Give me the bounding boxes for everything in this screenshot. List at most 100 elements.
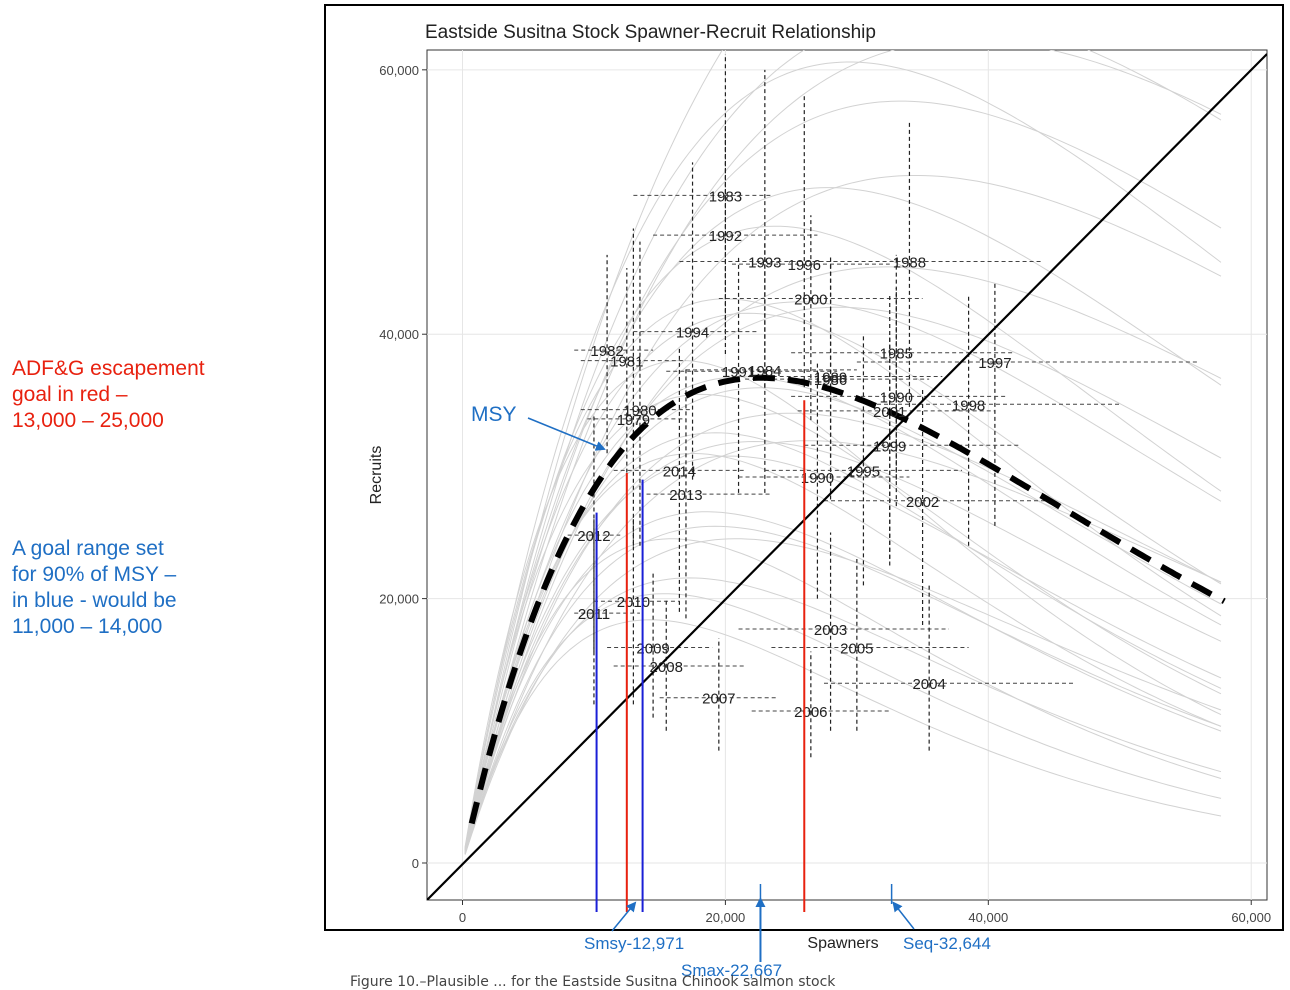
plausible-curve [464,50,1222,851]
plausible-curve [464,577,1222,855]
y-tick-label: 0 [412,856,419,871]
note-line: for 90% of MSY – [12,563,177,586]
year-label: 1979 [617,412,650,429]
note-line: 11,000 – 14,000 [12,615,163,638]
reference-annotations: MSY Smsy-12,971 Smax-22,667 Seq-32,644 [471,403,991,980]
y-tick-label: 60,000 [379,63,419,78]
plausible-curve [464,593,1222,854]
plausible-curve [464,453,1222,851]
y-tick-label: 40,000 [379,327,419,342]
plausible-curve [464,298,1222,848]
year-label: 1985 [880,346,913,363]
x-tick-label: 0 [459,910,466,925]
year-label: 2000 [794,292,827,309]
plausible-curve [464,50,723,850]
year-label: 2007 [702,691,735,708]
year-label: 2014 [663,463,696,480]
year-label: 2009 [636,641,669,658]
plausible-curve [464,312,1222,850]
msy-range-note: A goal range set for 90% of MSY – in blu… [12,536,252,640]
plausible-curves [464,50,1222,855]
x-tick-label: 20,000 [706,910,746,925]
plausible-curve [464,175,1222,853]
msy-label: MSY [471,403,517,426]
x-tick-label: 60,000 [1231,910,1271,925]
chart-title: Eastside Susitna Stock Spawner-Recruit R… [425,22,876,43]
year-label: 1982 [590,343,623,360]
year-label: 1995 [847,463,880,480]
year-label: 1999 [873,438,906,455]
seq-label: Seq-32,644 [903,934,991,953]
x-axis-label: Spawners [807,935,878,952]
year-label: 2013 [669,487,702,504]
year-labels: 1983 1992 1993 1996 1988 2000 1994 1985 1997 1982… [577,188,1011,721]
year-label: 1990 [801,470,834,487]
plausible-curve [464,376,1222,851]
year-label: 2012 [577,528,610,545]
seq-arrow [892,901,915,930]
msy-arrow [527,417,606,451]
year-label: 2003 [814,622,847,639]
note-line: goal in red – [12,383,128,406]
year-label: 2010 [617,594,650,611]
year-label: 2005 [840,641,873,658]
median-curve [468,374,1226,825]
plausible-curve [464,511,1222,853]
year-label: 1984 [748,363,781,380]
note-line: in blue - would be [12,589,177,612]
replacement-line-group [427,53,1267,900]
year-label: 2011 [578,606,610,623]
year-label: 1989 [814,370,847,387]
plausible-curve [464,187,1222,851]
figure-caption: Figure 10.–Plausible ... for the Eastsid… [350,974,836,990]
year-label: 1981 [610,354,643,371]
replacement-line [427,53,1267,900]
error-bars [567,53,1199,758]
plausible-curve [464,538,1222,853]
plausible-curve [464,412,1222,854]
plausible-curve [464,61,1222,849]
y-axis-ticks: 0 20,000 40,000 60,000 [379,63,427,871]
plausible-curve [464,387,1222,852]
year-label: 1998 [952,397,985,414]
note-line: ADF&G escapement [12,357,205,380]
plausible-curve [464,538,1222,855]
year-label: 2001 [873,404,906,421]
plausible-curve [464,432,1222,852]
year-label: 1983 [709,188,742,205]
escapement-goal-note: ADF&G escapement goal in red – 13,000 – … [12,356,272,434]
year-label: 1980 [623,403,656,420]
plausible-curve [464,266,1222,854]
year-label: 2006 [794,704,827,721]
y-tick-label: 20,000 [379,592,419,607]
plausible-curve [464,619,1222,855]
x-axis-ticks: 0 20,000 40,000 60,000 [459,900,1271,925]
year-label: 2004 [912,676,945,693]
smax-label: Smax-22,667 [681,961,782,980]
plausible-curve [464,440,1222,855]
note-line: 13,000 – 25,000 [12,409,164,432]
note-line: A goal range set [12,537,164,560]
year-label: 2002 [906,494,939,511]
smsy-label: Smsy-12,971 [584,934,684,953]
year-label: 1991 [722,364,755,381]
median-curve-group [468,374,1226,825]
year-label: 1996 [788,257,821,274]
plausible-curve [464,50,1222,852]
plausible-curve [464,440,1222,853]
year-label: 1997 [978,355,1011,372]
year-label: 1988 [893,255,926,272]
y-axis-label: Recruits [368,446,385,505]
plausible-curve [464,301,1222,852]
x-tick-label: 40,000 [968,910,1008,925]
plausible-curve [464,525,1222,854]
plausible-curve [464,225,1222,849]
year-label: 1994 [676,325,709,342]
year-label: 1990 [880,389,913,406]
year-label: 1993 [748,255,781,272]
year-label: 2008 [650,659,683,676]
goal-lines [595,400,806,912]
smsy-arrow [611,901,637,932]
year-label: 1986 [814,372,847,389]
